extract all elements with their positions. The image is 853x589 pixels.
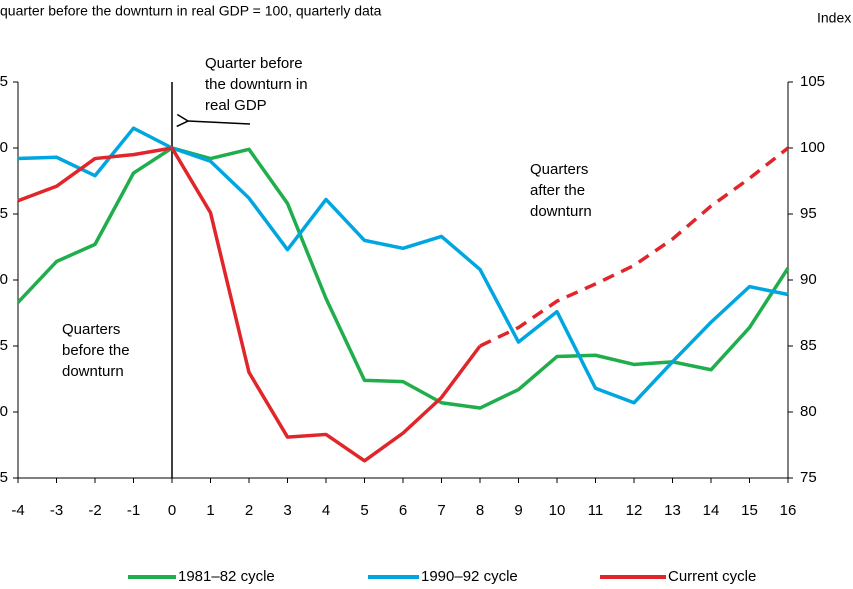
chart-subtitle: quarter before the downturn in real GDP … (0, 3, 382, 19)
annotation: downturn (530, 203, 592, 220)
x-tick-label: -3 (50, 502, 63, 519)
x-tick-label: 15 (741, 502, 758, 519)
series-line (479, 146, 790, 348)
x-tick-label: 9 (514, 502, 522, 519)
annotation: Quarters (530, 161, 588, 178)
annotation: before the (62, 342, 130, 359)
y-tick-label: 90 (0, 271, 8, 288)
annotation: the downturn in (205, 76, 308, 93)
y-tick-label: 105 (800, 73, 825, 90)
series-line (17, 126, 789, 405)
x-tick-label: 8 (476, 502, 484, 519)
x-tick-label: 12 (626, 502, 643, 519)
y-tick-label: 105 (0, 73, 8, 90)
series-line (17, 146, 482, 463)
y-tick-label: 75 (800, 469, 817, 486)
y-tick-label: 80 (800, 403, 817, 420)
y-tick-label: 100 (0, 139, 8, 156)
annotation: real GDP (205, 97, 267, 114)
y-tick-label: 85 (800, 337, 817, 354)
x-tick-label: -1 (127, 502, 140, 519)
x-tick-label: -4 (11, 502, 24, 519)
x-tick-label: 0 (168, 502, 176, 519)
y-axis-label: Index (817, 10, 851, 26)
annotation: Quarter before (205, 55, 303, 72)
legend-label: 1981–82 cycle (178, 568, 275, 585)
x-tick-label: 4 (322, 502, 330, 519)
y-tick-label: 100 (800, 139, 825, 156)
x-tick-label: 3 (283, 502, 291, 519)
y-tick-label: 95 (0, 205, 8, 222)
x-tick-label: -2 (88, 502, 101, 519)
annotation-arrow (176, 113, 251, 128)
annotation: after the (530, 182, 585, 199)
legend-label: Current cycle (668, 568, 756, 585)
y-tick-label: 95 (800, 205, 817, 222)
y-tick-label: 75 (0, 469, 8, 486)
x-tick-label: 6 (399, 502, 407, 519)
legend-label: 1990–92 cycle (421, 568, 518, 585)
series-line (16, 146, 790, 410)
x-tick-label: 1 (206, 502, 214, 519)
x-tick-label: 7 (437, 502, 445, 519)
y-tick-label: 80 (0, 403, 8, 420)
x-tick-label: 14 (703, 502, 720, 519)
x-tick-label: 5 (360, 502, 368, 519)
x-tick-label: 2 (245, 502, 253, 519)
x-tick-label: 13 (664, 502, 681, 519)
x-tick-label: 10 (549, 502, 566, 519)
annotation: Quarters (62, 321, 120, 338)
y-tick-label: 85 (0, 337, 8, 354)
y-tick-label: 90 (800, 271, 817, 288)
x-tick-label: 11 (588, 502, 604, 519)
annotation: downturn (62, 363, 124, 380)
x-tick-label: 16 (780, 502, 797, 519)
